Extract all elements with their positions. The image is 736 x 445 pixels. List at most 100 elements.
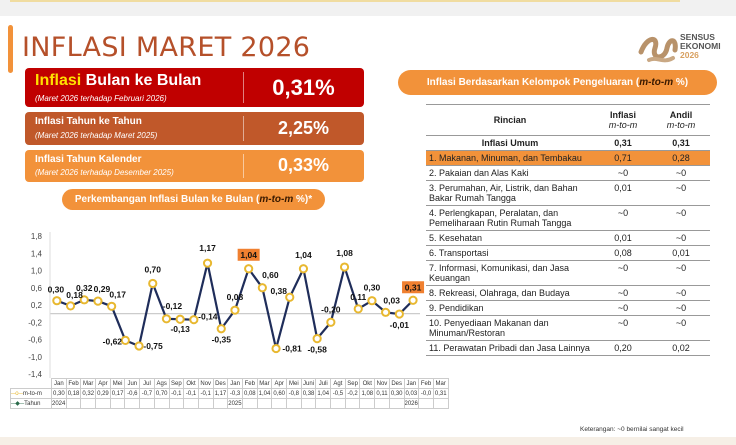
month-label: Apr [271, 378, 287, 389]
data-label: -0,62 [103, 336, 123, 346]
y-tick-label: -0,2 [28, 318, 42, 327]
data-label: 1,08 [336, 248, 353, 258]
y-tick-label: -1,0 [28, 353, 42, 362]
row-label: 4. Perlengkapan, Peralatan, dan Pemeliha… [426, 205, 594, 231]
year-cell [344, 398, 361, 409]
highlight-label-box [402, 281, 425, 294]
month-label: Apr [95, 378, 111, 389]
row-label: 10. Penyediaan Makanan dan Minuman/Resto… [426, 315, 594, 341]
legend-mtm: ─o─m-to-m [10, 388, 52, 399]
data-label: 0,32 [76, 283, 93, 293]
data-label: -0,35 [212, 335, 232, 345]
row-inflasi: ~0 [594, 285, 652, 301]
data-label: -0,01 [390, 320, 410, 330]
chart-data-table: Jan Feb Mar Apr Mei Jun Jul Ags Sep Okt Nov Des Jan F… [10, 378, 449, 409]
umum-inflasi: 0,31 [594, 135, 652, 151]
month-label: Des [388, 378, 405, 389]
month-label: Feb [241, 378, 258, 389]
year-cell [95, 398, 111, 409]
month-label: Mei [286, 378, 302, 389]
data-point-marker [134, 341, 144, 351]
year-cell [80, 398, 97, 409]
group-title-em: m-to-m [639, 77, 674, 88]
mtm-value-cell: 0,29 [95, 388, 111, 399]
row-andil: ~0 [652, 260, 710, 286]
data-point-marker [312, 334, 322, 344]
mtm-value-cell: 0,03 [403, 388, 420, 399]
month-label: Nov [197, 378, 214, 389]
mtm-value-cell: -0,6 [124, 388, 141, 399]
data-label: 0,31 [405, 282, 422, 292]
row-andil: ~0 [652, 285, 710, 301]
legend-year: ─◆─Tahun [10, 398, 52, 409]
header-andil-label: Andil [669, 110, 693, 120]
mtm-value-cell: -0,8 [286, 388, 302, 399]
umum-andil: 0,31 [652, 135, 710, 151]
mtm-values-row: ─o─m-to-m 0,30 0,18 0,32 0,29 0,17 -0,6 -0,7 0,7… [10, 388, 449, 399]
y-tick-label: 0,6 [31, 284, 43, 293]
mtm-value-cell: 0,17 [109, 388, 126, 399]
data-label: 0,60 [262, 270, 279, 280]
year-cell: 2024 [51, 398, 67, 409]
y-tick-label: 1,0 [31, 267, 43, 276]
data-label: 0,38 [270, 286, 287, 296]
mtm-value-cell: 1,04 [315, 388, 332, 399]
data-label: 0,08 [227, 292, 244, 302]
mtm-value-cell: -0,0 [418, 388, 434, 399]
year-cell [300, 398, 317, 409]
year-cell [432, 398, 449, 409]
data-label: 0,70 [144, 264, 161, 274]
mtm-value-cell: 0,30 [51, 388, 67, 399]
table-row: 10. Penyediaan Makanan dan Minuman/Resto… [426, 315, 710, 341]
mtm-value-cell: -0,3 [227, 388, 243, 399]
table-row: 8. Rekreasi, Olahraga, dan Budaya ~0 ~0 [426, 285, 710, 301]
month-label: Mei [109, 378, 126, 389]
header-inflasi-sub: m-to-m [608, 120, 638, 130]
logo-line1: SENSUS [680, 32, 715, 42]
month-label: Nov [374, 378, 390, 389]
y-tick-label: -0,6 [28, 336, 42, 345]
data-point-marker [148, 278, 158, 289]
data-point-marker [339, 262, 350, 272]
data-label: 0,18 [66, 290, 83, 300]
month-label: Jan [403, 378, 420, 389]
data-label: 1,04 [240, 250, 257, 260]
mtm-value-cell: 0,31 [432, 388, 449, 399]
row-label: 2. Pakaian dan Alas Kaki [426, 165, 594, 181]
data-label: 0,17 [109, 289, 126, 299]
group-title-post: %) [673, 77, 689, 88]
header-inflasi-label: Inflasi [609, 110, 636, 120]
yoy-label: Inflasi Tahun ke Tahun [35, 116, 142, 127]
mtm-value-cell: -0,1 [183, 388, 199, 399]
year-cell [315, 398, 332, 409]
year-cell [212, 398, 229, 409]
month-label: Ags [153, 378, 170, 389]
header-rincian: Rincian [426, 104, 594, 136]
data-point-marker [408, 295, 418, 305]
month-label: Mar [256, 378, 273, 389]
month-label: Sep [344, 378, 361, 389]
year-cell: 2026 [403, 398, 420, 409]
row-andil: ~0 [652, 315, 710, 341]
data-point-marker [52, 296, 62, 306]
year-cell [183, 398, 199, 409]
year-cell [168, 398, 185, 409]
y-tick-label: 1,8 [31, 232, 43, 241]
table-row: 4. Perlengkapan, Peralatan, dan Pemeliha… [426, 205, 710, 231]
data-label: 0,29 [94, 284, 111, 294]
legend-year-icon: ─◆─ [11, 401, 25, 407]
table-row: 1. Makanan, Minuman, dan Tembakau 0,71 0,2… [426, 150, 710, 166]
table-row: 5. Kesehatan 0,01 ~0 [426, 230, 710, 246]
mtm-line-chart: 1,81,41,00,60,2-0,2-0,6-1,0-1,40,300,180… [28, 232, 425, 378]
mtm-value-cell: 0,70 [153, 388, 170, 399]
data-point-marker [285, 292, 295, 302]
year-cell [109, 398, 126, 409]
row-inflasi: 0,08 [594, 245, 652, 261]
month-label: Agt [330, 378, 346, 389]
table-note: Keterangan: ~0 bernilai sangat kecil [580, 426, 684, 433]
month-label: Juli [315, 378, 332, 389]
bottom-band [0, 437, 736, 445]
data-point-marker [65, 301, 76, 311]
logo-line2: EKONOMI [680, 41, 721, 51]
table-row: 9. Pendidikan ~0 ~0 [426, 300, 710, 316]
